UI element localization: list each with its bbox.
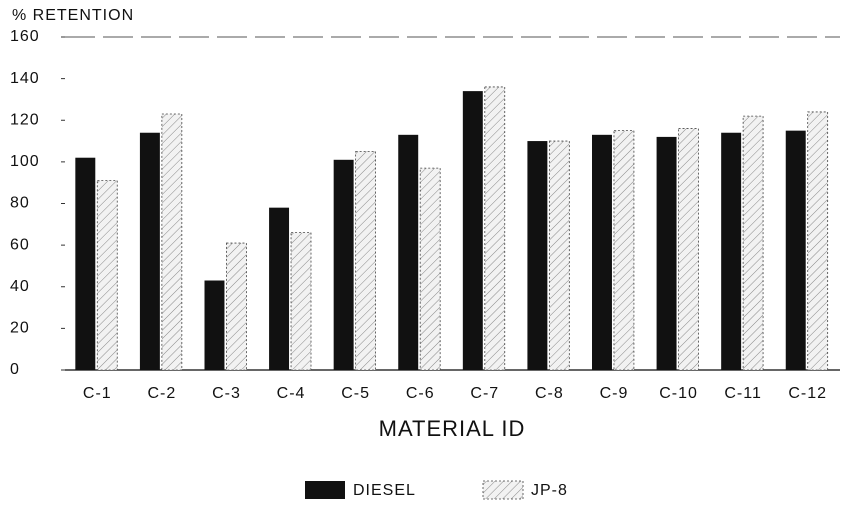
- x-axis-label: MATERIAL ID: [379, 416, 526, 441]
- x-tick-label: C-11: [724, 385, 762, 402]
- x-tick-label: C-12: [788, 385, 827, 402]
- bar: [398, 134, 419, 370]
- y-tick-label: 120: [10, 111, 40, 128]
- bar: [139, 132, 160, 370]
- legend-label: DIESEL: [353, 482, 416, 499]
- bar: [785, 130, 806, 370]
- legend-label: JP-8: [531, 482, 568, 499]
- x-tick-label: C-2: [147, 385, 176, 402]
- y-tick-label: 40: [10, 278, 30, 295]
- x-tick-label: C-1: [83, 385, 112, 402]
- bar: [419, 167, 441, 371]
- bar: [161, 113, 183, 371]
- y-axis-label: % RETENTION: [12, 7, 134, 24]
- bar: [290, 232, 312, 371]
- x-tick-label: C-6: [406, 385, 435, 402]
- bar: [742, 115, 764, 371]
- y-tick-label: 160: [10, 28, 40, 45]
- y-tick-label: 20: [10, 320, 30, 337]
- x-tick-label: C-7: [470, 385, 499, 402]
- legend-swatch: [305, 481, 345, 499]
- bar: [484, 86, 506, 371]
- bar: [613, 130, 635, 371]
- y-tick-label: 60: [10, 236, 30, 253]
- bar: [462, 91, 483, 371]
- x-tick-label: C-8: [535, 385, 564, 402]
- bar: [592, 134, 612, 370]
- y-tick-label: 140: [10, 70, 40, 87]
- legend-swatch: [482, 480, 524, 500]
- x-tick-label: C-5: [341, 385, 370, 402]
- bar: [355, 151, 376, 371]
- y-tick-label: 80: [10, 195, 30, 212]
- bar: [333, 159, 354, 370]
- bar: [269, 207, 290, 370]
- bar: [807, 111, 829, 371]
- x-tick-label: C-9: [600, 385, 629, 402]
- bar: [96, 180, 118, 371]
- y-tick-label: 100: [10, 153, 40, 170]
- y-tick-label: 0: [10, 361, 20, 378]
- bar: [226, 242, 247, 371]
- bar: [527, 141, 548, 370]
- x-tick-label: C-4: [277, 385, 306, 402]
- bar: [204, 280, 225, 370]
- x-tick-label: C-10: [659, 385, 698, 402]
- bar: [678, 128, 699, 371]
- bar: [548, 140, 570, 371]
- bar: [656, 136, 677, 370]
- x-tick-label: C-3: [212, 385, 241, 402]
- bar: [721, 132, 742, 370]
- bar: [75, 157, 96, 370]
